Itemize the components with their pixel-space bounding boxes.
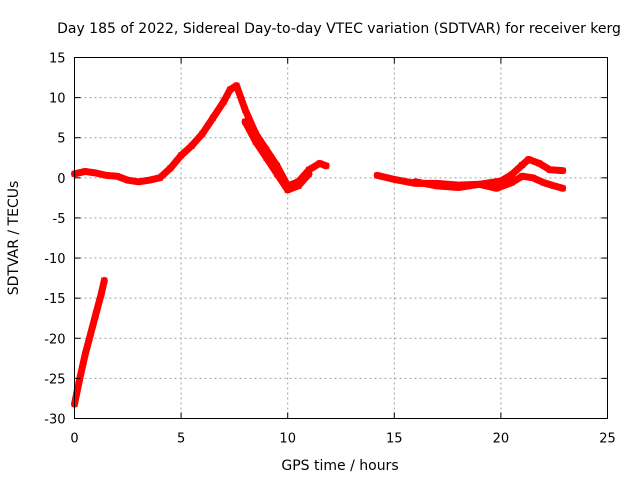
data-point — [374, 172, 381, 179]
data-point — [559, 185, 566, 192]
chart-title: Day 185 of 2022, Sidereal Day-to-day VTE… — [57, 21, 621, 37]
data-point — [87, 331, 94, 338]
data-point — [227, 86, 234, 93]
data-point — [546, 166, 553, 173]
data-point — [525, 156, 532, 163]
data-point — [263, 146, 270, 153]
data-point — [316, 160, 323, 167]
data-point — [536, 160, 543, 167]
data-point — [551, 182, 558, 189]
data-point — [412, 178, 419, 185]
data-point — [497, 178, 504, 184]
series-line-rising-segment — [71, 277, 108, 408]
y-tick-label: 15 — [49, 52, 66, 67]
data-point — [508, 179, 515, 186]
plot-frame — [74, 57, 608, 419]
data-point — [220, 98, 227, 105]
data-point — [114, 173, 121, 180]
data-point — [323, 162, 330, 169]
data-point — [391, 176, 398, 183]
data-point — [476, 181, 483, 188]
data-point — [252, 130, 259, 137]
data-point — [306, 170, 312, 177]
data-point — [529, 174, 536, 181]
data-point — [433, 182, 440, 189]
data-point — [82, 351, 89, 358]
data-point — [252, 138, 259, 145]
x-tick-label: 15 — [386, 432, 403, 447]
data-point — [101, 277, 108, 284]
data-point — [493, 185, 500, 192]
grid — [74, 57, 608, 419]
x-tick-label: 25 — [599, 432, 616, 447]
x-tick-label: 5 — [177, 432, 185, 447]
data-point — [559, 167, 566, 174]
data-point — [508, 171, 515, 178]
data-point — [242, 118, 249, 125]
data-point — [242, 106, 249, 113]
data-point — [98, 291, 105, 298]
x-axis-label: GPS time / hours — [281, 458, 398, 474]
y-tick-label: -5 — [53, 212, 66, 227]
y-tick-label: -10 — [44, 252, 65, 267]
data-point — [188, 142, 195, 149]
data-point — [199, 130, 206, 137]
data-point — [306, 166, 312, 173]
data-point — [103, 172, 110, 179]
axis-ticks: 0 5 10 15 20 25 -30 -25 -20 -15 -10 -5 0 5 10 15 — [44, 52, 616, 447]
data-point — [156, 174, 163, 181]
y-tick-label: 5 — [57, 132, 65, 147]
data-point — [263, 154, 270, 161]
plot-area — [71, 82, 567, 408]
data-point — [455, 184, 462, 191]
y-tick-label: -25 — [44, 372, 65, 387]
data-point — [284, 186, 291, 193]
data-point — [146, 177, 153, 184]
y-tick-label: -20 — [44, 332, 65, 347]
data-point — [124, 177, 131, 184]
data-point — [233, 82, 240, 89]
data-point — [82, 168, 89, 175]
data-point — [519, 173, 526, 180]
data-point — [210, 114, 217, 121]
x-tick-label: 0 — [70, 432, 78, 447]
y-tick-label: -30 — [44, 413, 65, 428]
x-tick-label: 10 — [279, 432, 296, 447]
data-point — [274, 162, 280, 169]
data-point — [92, 170, 99, 176]
data-point — [540, 179, 547, 186]
x-tick-label: 20 — [493, 432, 510, 447]
data-point — [135, 178, 142, 185]
data-point — [167, 165, 174, 172]
y-tick-label: -15 — [44, 292, 65, 307]
data-point — [519, 162, 526, 168]
data-point — [295, 182, 302, 189]
y-tick-label: 10 — [49, 92, 66, 107]
data-point — [92, 311, 99, 318]
y-tick-label: 0 — [57, 172, 65, 187]
y-axis-label: SDTVAR / TECUs — [6, 181, 22, 296]
data-point — [274, 170, 280, 177]
data-point — [178, 152, 185, 159]
